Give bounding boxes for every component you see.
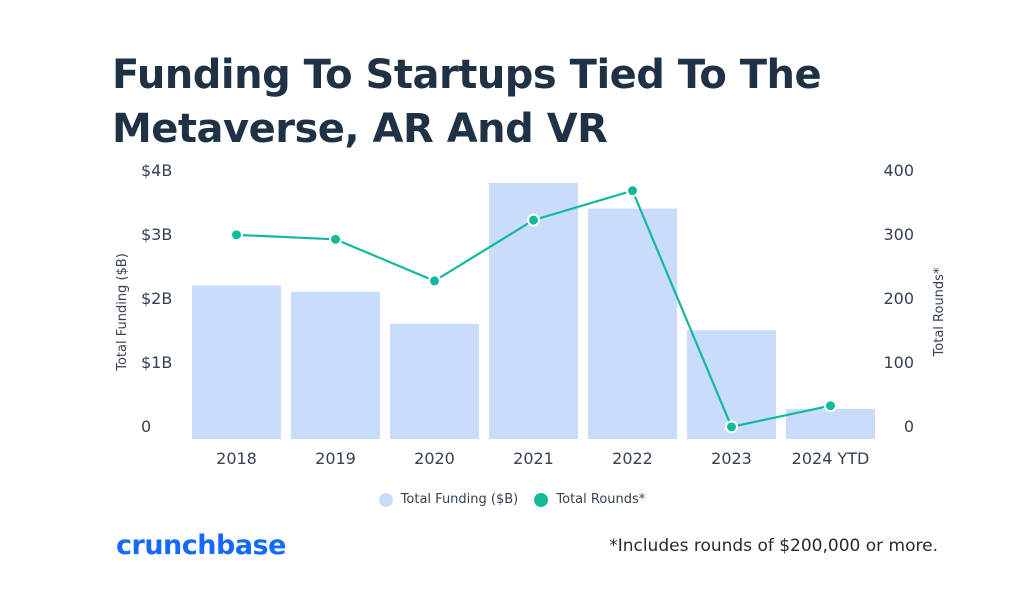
- y-right-tick-label: 0: [904, 417, 914, 436]
- y-right-tick-label: 400: [883, 161, 914, 180]
- rounds-point-2021: [527, 213, 540, 227]
- rounds-point-2022: [626, 184, 639, 198]
- y-right-tick-label: 200: [883, 289, 914, 308]
- x-tick-label: 2024 YTD: [792, 449, 870, 468]
- x-tick-label: 2019: [315, 449, 356, 468]
- line-series: [230, 184, 837, 434]
- legend-item-rounds: Total Rounds*: [534, 492, 645, 507]
- x-tick-label: 2023: [711, 449, 752, 468]
- x-tick-label: 2020: [414, 449, 455, 468]
- footnote: *Includes rounds of $200,000 or more.: [609, 536, 938, 556]
- rounds-point-2018: [230, 228, 243, 242]
- x-tick-label: 2021: [513, 449, 554, 468]
- y-left-tick-label: $3B: [141, 225, 172, 244]
- crunchbase-logo: crunchbase: [116, 530, 286, 561]
- y-left-tick-label: $2B: [141, 289, 172, 308]
- y-axis-left-title: Total Funding ($B): [115, 253, 130, 372]
- x-axis: 2018 2019 2020 2021 2022 2023 2024 YTD: [216, 449, 869, 468]
- legend-label-funding: Total Funding ($B): [400, 492, 519, 507]
- y-left-tick-label: 0: [141, 417, 151, 436]
- rounds-point-2020: [428, 274, 441, 288]
- y-axis-right-title: Total Rounds*: [932, 267, 947, 357]
- rounds-point-2019: [329, 232, 342, 246]
- bar-2024-ytd: [786, 408, 875, 439]
- y-left-tick-label: $1B: [141, 353, 172, 372]
- legend-swatch-funding: [378, 492, 393, 507]
- rounds-point-2024-ytd: [824, 399, 837, 413]
- legend-swatch-rounds: [534, 492, 549, 507]
- bar-2022: [588, 208, 677, 439]
- y-axis-right: 0 100 200 300 400: [883, 161, 914, 436]
- bar-2019: [291, 291, 380, 439]
- chart-title: Funding To Startups Tied To The Metavers…: [112, 52, 822, 152]
- legend-label-rounds: Total Rounds*: [556, 492, 646, 507]
- y-axis-left: 0 $1B $2B $3B $4B: [141, 161, 172, 436]
- x-tick-label: 2022: [612, 449, 653, 468]
- legend: Total Funding ($B) Total Rounds*: [0, 492, 1024, 511]
- y-right-tick-label: 300: [883, 225, 914, 244]
- rounds-point-2023: [725, 420, 738, 434]
- bar-2020: [390, 323, 479, 439]
- y-right-tick-label: 100: [883, 353, 914, 372]
- legend-item-funding: Total Funding ($B): [378, 492, 519, 507]
- x-tick-label: 2018: [216, 449, 257, 468]
- y-left-tick-label: $4B: [141, 161, 172, 180]
- bar-2018: [192, 285, 281, 439]
